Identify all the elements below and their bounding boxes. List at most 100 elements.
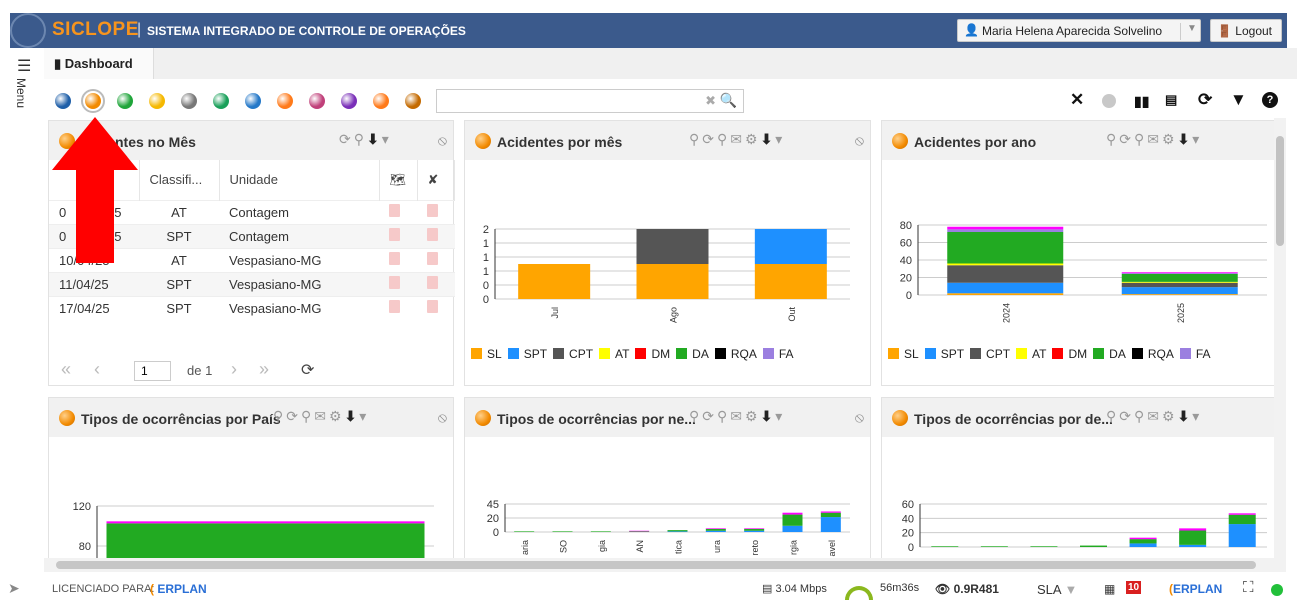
hamburger-icon[interactable]: ☰ [17, 58, 32, 75]
pin-icon[interactable]: ⚲ [1134, 131, 1148, 147]
mail-icon[interactable]: ✉ [730, 131, 745, 147]
pin-icon[interactable]: ⚲ [717, 408, 731, 424]
legend-item-da[interactable]: DA [670, 347, 709, 361]
refresh-icon[interactable]: ⟳ [301, 362, 315, 379]
pdf-icon[interactable] [379, 247, 417, 272]
chevron-down-icon[interactable]: ▾ [1192, 131, 1203, 147]
first-page-icon[interactable]: « [61, 359, 72, 379]
chevron-down-icon[interactable]: ▼ [1180, 23, 1197, 40]
refresh-icon[interactable]: ⟳ [1119, 408, 1134, 424]
refresh-icon[interactable]: ⟳ [286, 408, 301, 424]
pin-icon[interactable]: ⚲ [717, 131, 731, 147]
pdf-icon[interactable] [417, 247, 455, 272]
download-icon[interactable]: ⬇ [344, 408, 360, 424]
refresh-icon[interactable]: ⟳ [339, 131, 354, 147]
legend-item-fa[interactable]: FA [1174, 347, 1211, 361]
filter-ball-9[interactable] [309, 93, 325, 109]
chevron-down-icon[interactable]: ▾ [775, 408, 786, 424]
filter-ball-6[interactable] [213, 93, 229, 109]
mail-icon[interactable]: ✉ [314, 408, 329, 424]
search-icon[interactable]: ⚲ [273, 408, 287, 424]
table-row[interactable]: 0 5 SPT Contagem [49, 223, 455, 248]
bar-chart-icon[interactable]: ▮▮ [1134, 93, 1150, 109]
pin-icon[interactable]: ⚲ [301, 408, 315, 424]
legend-item-cpt[interactable]: CPT [964, 347, 1010, 361]
legend-item-spt[interactable]: SPT [919, 347, 964, 361]
mail-icon[interactable]: ✉ [1147, 408, 1162, 424]
pdf-icon[interactable] [379, 295, 417, 320]
download-icon[interactable]: ⬇ [760, 408, 776, 424]
pdf-icon[interactable] [379, 199, 417, 224]
notification-badge[interactable]: 10 [1126, 581, 1142, 594]
filter-icon[interactable]: ▼ [1230, 90, 1247, 109]
search-icon[interactable]: ⚲ [689, 131, 703, 147]
legend-item-cpt[interactable]: CPT [547, 347, 593, 361]
gear-icon[interactable]: ⚙ [1162, 408, 1178, 424]
search-box[interactable]: ✖ 🔍 [436, 89, 744, 113]
legend-item-sl[interactable]: SL [465, 347, 502, 361]
table-row[interactable]: 0 5 AT Contagem [49, 199, 455, 224]
map-icon[interactable]: 🗺 [379, 160, 418, 200]
sla-select[interactable]: SLA ▼ [1037, 582, 1078, 597]
legend-item-dm[interactable]: DM [629, 347, 670, 361]
pin-icon[interactable]: ⚲ [1134, 408, 1148, 424]
legend-item-rqa[interactable]: RQA [1126, 347, 1174, 361]
legend-item-fa[interactable]: FA [757, 347, 794, 361]
pulse-icon[interactable]: ▤ [1165, 92, 1178, 107]
search-icon[interactable]: ⚲ [1106, 131, 1120, 147]
scroll-thumb[interactable] [56, 561, 1256, 569]
search-icon[interactable]: ⚲ [1106, 408, 1120, 424]
filter-ball-2[interactable] [81, 89, 105, 113]
legend-item-spt[interactable]: SPT [502, 347, 547, 361]
gear-icon[interactable]: ⚙ [329, 408, 345, 424]
download-icon[interactable]: ⬇ [1177, 408, 1193, 424]
legend-item-at[interactable]: AT [1010, 347, 1046, 361]
pdf-icon[interactable] [417, 295, 455, 320]
table-row[interactable]: 11/04/25 SPT Vespasiano-MG [49, 271, 455, 296]
last-page-icon[interactable]: » [259, 359, 270, 379]
menu-label[interactable]: Menu [14, 78, 28, 109]
filter-ball-8[interactable] [277, 93, 293, 109]
help-icon[interactable]: ? [1262, 92, 1278, 108]
page-input[interactable] [134, 361, 171, 381]
download-icon[interactable]: ⬇ [760, 131, 776, 147]
person-icon[interactable]: ✘ [417, 160, 455, 200]
disable-icon[interactable]: ⦸ [854, 132, 864, 148]
refresh-icon[interactable]: ⟳ [702, 408, 717, 424]
chevron-down-icon[interactable]: ▾ [381, 131, 392, 147]
disable-icon[interactable]: ⦸ [437, 132, 447, 148]
gear-icon[interactable]: ⚙ [1162, 131, 1178, 147]
filter-ball-4[interactable] [149, 93, 165, 109]
close-icon[interactable]: ✕ [1070, 90, 1085, 109]
search-icon[interactable]: 🔍 [719, 92, 737, 108]
pdf-icon[interactable] [379, 223, 417, 248]
filter-ball-7[interactable] [245, 93, 261, 109]
user-menu[interactable]: 👤 Maria Helena Aparecida Solvelino ▼ [957, 19, 1201, 42]
pdf-icon[interactable] [417, 271, 455, 296]
clear-icon[interactable]: ✖ [705, 93, 716, 108]
column-header-unit[interactable]: Unidade [219, 160, 380, 200]
filter-ball-11[interactable] [373, 93, 389, 109]
table-row[interactable]: 17/04/25 SPT Vespasiano-MG [49, 295, 455, 320]
legend-item-da[interactable]: DA [1087, 347, 1126, 361]
filter-ball-12[interactable] [405, 93, 421, 109]
chevron-down-icon[interactable]: ▾ [775, 131, 786, 147]
expand-icon[interactable]: ➤ [8, 580, 20, 596]
calendar-icon[interactable]: ▦ [1104, 582, 1116, 596]
refresh-icon[interactable]: ⟳ [1198, 90, 1213, 109]
gray-ball-icon[interactable] [1102, 94, 1116, 108]
download-icon[interactable]: ⬇ [1177, 131, 1193, 147]
pdf-icon[interactable] [379, 271, 417, 296]
mail-icon[interactable]: ✉ [730, 408, 745, 424]
filter-ball-10[interactable] [341, 93, 357, 109]
horizontal-scrollbar[interactable] [44, 558, 1286, 572]
legend-item-sl[interactable]: SL [882, 347, 919, 361]
disable-icon[interactable]: ⦸ [854, 409, 864, 425]
refresh-icon[interactable]: ⟳ [702, 131, 717, 147]
search-icon[interactable]: ⚲ [689, 408, 703, 424]
app-logo[interactable]: SICLOPE [52, 19, 139, 40]
mail-icon[interactable]: ✉ [1147, 131, 1162, 147]
legend-item-rqa[interactable]: RQA [709, 347, 757, 361]
gear-icon[interactable]: ⚙ [745, 408, 761, 424]
legend-item-at[interactable]: AT [593, 347, 629, 361]
